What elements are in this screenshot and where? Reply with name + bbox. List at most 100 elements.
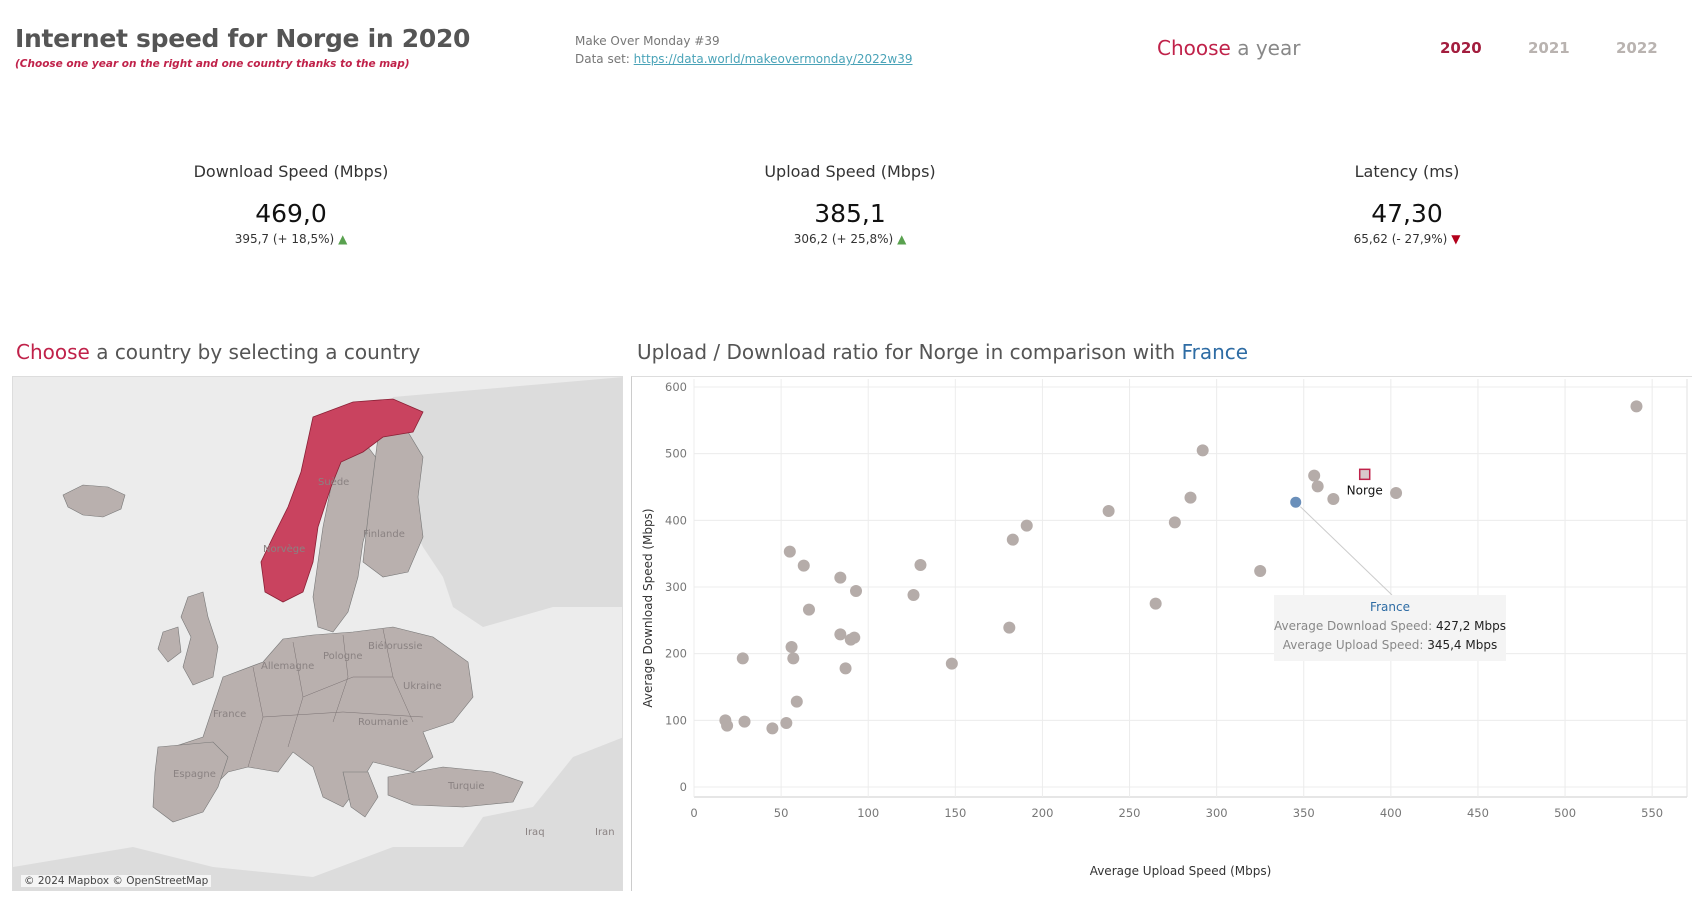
choose-word: Choose	[16, 340, 90, 364]
page-title: Internet speed for Norge in 2020	[15, 24, 471, 53]
map-country-ireland[interactable]	[157, 626, 182, 663]
page-subtitle: (Choose one year on the right and one co…	[15, 58, 410, 70]
data-point[interactable]	[907, 589, 920, 601]
data-point[interactable]	[736, 652, 749, 665]
dataset-link[interactable]: https://data.world/makeovermonday/2022w3…	[633, 52, 913, 66]
kpi-upload-change: 306,2 (+ 25,8%) ▲	[690, 232, 1010, 246]
data-point[interactable]	[848, 631, 861, 644]
data-point[interactable]	[797, 559, 810, 572]
y-tick-label: 300	[665, 580, 687, 594]
scatter-chart[interactable]: 0 50 100 150 200 250 300 350 400 450 500 550 0 100 200…	[632, 377, 1693, 892]
map-label-finland: Finlande	[363, 529, 405, 540]
map-section-title: Choose a country by selecting a country	[16, 340, 420, 364]
data-point[interactable]	[834, 571, 847, 584]
data-point[interactable]	[1630, 400, 1643, 413]
europe-map[interactable]: Suède Finlande Norvège Biélorussie Polog…	[12, 376, 623, 891]
map-labels: Suède Finlande Norvège Biélorussie Polog…	[173, 476, 615, 838]
data-point[interactable]	[787, 652, 800, 665]
year-option-2022[interactable]: 2022	[1616, 39, 1658, 57]
kpi-upload-value: 385,1	[814, 199, 886, 228]
map-country-turkey[interactable]	[387, 766, 524, 808]
data-point[interactable]	[1254, 565, 1267, 577]
chart-tooltip: France Average Download Speed: 427,2 Mbp…	[1274, 595, 1506, 661]
map-label-belarus: Biélorussie	[368, 640, 423, 652]
data-point[interactable]	[802, 603, 815, 616]
map-label-spain: Espagne	[173, 769, 216, 780]
norge-point-label: Norge	[1347, 483, 1383, 497]
x-tick-label: 0	[690, 806, 697, 820]
data-point[interactable]	[834, 628, 847, 641]
map-label-romania: Roumanie	[358, 717, 408, 728]
map-country-iceland[interactable]	[62, 484, 126, 518]
tooltip-title: France	[1370, 600, 1410, 614]
data-point[interactable]	[766, 722, 779, 735]
map-label-poland: Pologne	[323, 651, 363, 662]
x-tick-label: 400	[1380, 806, 1402, 820]
tooltip-download-label: Average Download Speed:	[1274, 619, 1436, 633]
x-tick-label: 200	[1031, 806, 1053, 820]
map-label-germany: Allemagne	[261, 661, 314, 672]
data-point[interactable]	[790, 695, 803, 708]
data-point[interactable]	[785, 641, 798, 653]
data-point[interactable]	[945, 657, 958, 670]
kpi-download-prev: 395,7 (+ 18,5%)	[234, 232, 335, 246]
source-info: Make Over Monday #39 Data set: https://d…	[575, 32, 912, 68]
chart-ticks: 0 50 100 150 200 250 300 350 400 450 500 550 0 100 200…	[665, 380, 1663, 820]
map-country-norway[interactable]	[260, 398, 424, 603]
data-point[interactable]	[738, 715, 751, 728]
data-point[interactable]	[1390, 487, 1403, 499]
data-point[interactable]	[1020, 519, 1033, 532]
source-line: Make Over Monday #39	[575, 34, 720, 48]
trend-up-icon: ▲	[338, 232, 348, 246]
y-tick-label: 100	[665, 713, 687, 727]
tooltip-upload-value: 345,4 Mbps	[1427, 638, 1497, 652]
map-svg[interactable]: Suède Finlande Norvège Biélorussie Polog…	[13, 377, 623, 891]
x-tick-label: 350	[1293, 806, 1315, 820]
data-point[interactable]	[780, 717, 793, 729]
year-option-2021[interactable]: 2021	[1528, 39, 1570, 57]
scatter-chart-panel: 0 50 100 150 200 250 300 350 400 450 500 550 0 100 200…	[631, 376, 1692, 891]
data-point[interactable]	[1184, 491, 1197, 504]
map-country-uk[interactable]	[180, 591, 219, 686]
y-axis-label: Average Download Speed (Mbps)	[641, 508, 655, 707]
data-point[interactable]	[850, 585, 863, 597]
data-point[interactable]	[1149, 597, 1162, 610]
norge-point[interactable]	[1358, 468, 1371, 481]
x-tick-label: 250	[1119, 806, 1141, 820]
data-point[interactable]	[783, 545, 796, 558]
france-point[interactable]	[1289, 495, 1303, 509]
chart-highlight[interactable]: Norge	[1289, 468, 1383, 509]
kpi-download-change: 395,7 (+ 18,5%) ▲	[131, 232, 451, 246]
kpi-download-label: Download Speed (Mbps)	[193, 162, 389, 181]
year-option-2020[interactable]: 2020	[1440, 39, 1482, 57]
trend-up-icon: ▲	[897, 232, 907, 246]
map-country-spain[interactable]	[152, 741, 229, 823]
data-point[interactable]	[1003, 621, 1016, 634]
data-point[interactable]	[1311, 480, 1324, 493]
y-tick-label: 500	[665, 447, 687, 461]
year-selector: 2020 2021 2022	[1440, 39, 1699, 57]
chart-title-prefix: Upload / Download ratio for Norge in com…	[637, 340, 1182, 364]
x-tick-label: 150	[944, 806, 966, 820]
kpi-upload-prev: 306,2 (+ 25,8%)	[793, 232, 894, 246]
data-point[interactable]	[914, 559, 927, 571]
map-country-finland[interactable]	[362, 431, 424, 578]
data-point[interactable]	[1102, 505, 1115, 517]
x-axis-label: Average Upload Speed (Mbps)	[1090, 864, 1272, 878]
data-point[interactable]	[839, 662, 852, 675]
y-tick-label: 0	[680, 780, 687, 794]
x-tick-label: 500	[1554, 806, 1576, 820]
chart-points[interactable]	[719, 400, 1643, 735]
data-point[interactable]	[1308, 469, 1321, 482]
data-point[interactable]	[1006, 533, 1019, 546]
data-point[interactable]	[1196, 444, 1209, 457]
map-country-greece[interactable]	[342, 771, 379, 818]
x-tick-label: 550	[1641, 806, 1663, 820]
x-tick-label: 300	[1206, 806, 1228, 820]
map-credit: © 2024 Mapbox © OpenStreetMap	[21, 875, 212, 887]
data-point[interactable]	[1168, 516, 1181, 529]
data-point[interactable]	[1327, 493, 1340, 505]
data-point[interactable]	[721, 719, 734, 732]
map-borders	[247, 628, 424, 768]
tooltip-connector	[1295, 501, 1393, 596]
